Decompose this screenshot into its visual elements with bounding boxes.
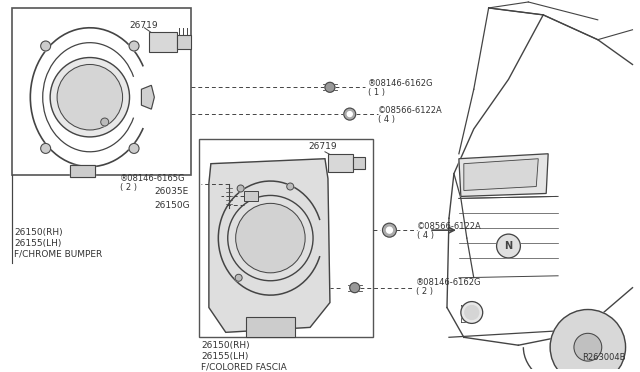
Circle shape xyxy=(236,203,305,273)
Text: 26719: 26719 xyxy=(308,142,337,151)
Text: ®08146-6162G: ®08146-6162G xyxy=(416,278,482,287)
Text: ( 4 ): ( 4 ) xyxy=(417,231,434,240)
Circle shape xyxy=(387,227,392,233)
Circle shape xyxy=(228,195,313,281)
Text: 26035E: 26035E xyxy=(154,187,189,196)
Text: ©08566-6122A: ©08566-6122A xyxy=(378,106,442,115)
Text: ©08566-6122A: ©08566-6122A xyxy=(417,222,482,231)
Circle shape xyxy=(465,305,479,320)
Bar xyxy=(149,32,177,52)
Text: 26719: 26719 xyxy=(129,21,158,30)
Circle shape xyxy=(574,333,602,361)
Bar xyxy=(353,157,365,169)
Circle shape xyxy=(348,112,352,116)
Circle shape xyxy=(325,82,335,92)
Bar xyxy=(12,8,191,174)
Polygon shape xyxy=(141,85,154,109)
Bar xyxy=(328,154,353,171)
Circle shape xyxy=(57,64,123,130)
Text: ( 2 ): ( 2 ) xyxy=(416,287,433,296)
Text: 26155(LH): 26155(LH) xyxy=(201,352,248,360)
Circle shape xyxy=(497,234,520,258)
Text: 26150(RH): 26150(RH) xyxy=(201,341,250,350)
Text: ( 1 ): ( 1 ) xyxy=(367,88,385,97)
Text: ®08146-6165G: ®08146-6165G xyxy=(120,174,185,183)
Bar xyxy=(199,139,372,337)
Circle shape xyxy=(350,283,360,293)
Circle shape xyxy=(237,185,244,192)
Circle shape xyxy=(461,302,483,323)
Text: 26150(RH): 26150(RH) xyxy=(15,228,63,237)
Circle shape xyxy=(41,41,51,51)
Text: F/COLORED FASCIA: F/COLORED FASCIA xyxy=(201,363,287,372)
Text: ®08146-6162G: ®08146-6162G xyxy=(367,79,433,88)
Circle shape xyxy=(235,274,242,281)
Text: ( 2 ): ( 2 ) xyxy=(120,183,136,192)
Bar xyxy=(177,35,191,49)
Polygon shape xyxy=(209,159,330,332)
Circle shape xyxy=(344,108,356,120)
Circle shape xyxy=(550,310,625,372)
Circle shape xyxy=(129,41,139,51)
Text: 26150G: 26150G xyxy=(154,201,190,210)
Text: 26155(LH): 26155(LH) xyxy=(15,238,62,247)
Circle shape xyxy=(50,58,129,137)
Polygon shape xyxy=(459,154,548,196)
Circle shape xyxy=(383,223,396,237)
Text: N: N xyxy=(504,241,513,251)
Polygon shape xyxy=(464,159,538,190)
Circle shape xyxy=(41,144,51,153)
Circle shape xyxy=(100,118,109,126)
Circle shape xyxy=(129,144,139,153)
Text: F/CHROME BUMPER: F/CHROME BUMPER xyxy=(15,250,102,259)
Bar xyxy=(246,317,295,337)
Text: ( 4 ): ( 4 ) xyxy=(378,115,394,124)
Circle shape xyxy=(287,183,294,190)
Bar xyxy=(244,192,257,201)
Text: R263004B: R263004B xyxy=(582,353,625,362)
Polygon shape xyxy=(70,165,95,177)
